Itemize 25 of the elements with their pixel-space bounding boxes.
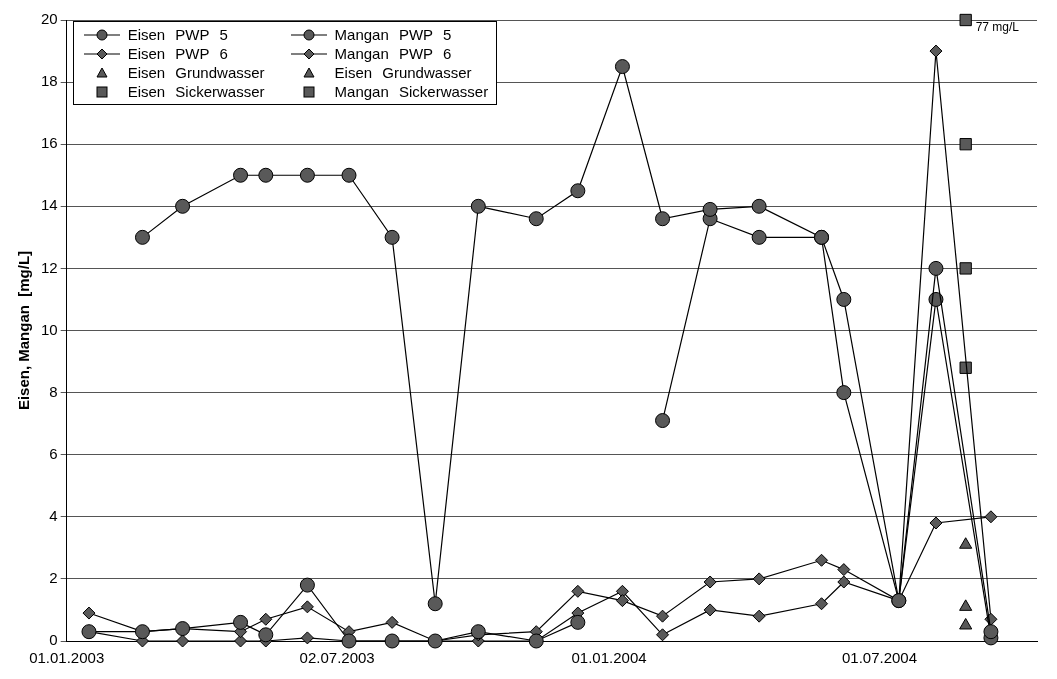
x-tick-label: 01.07.2004 (841, 649, 918, 667)
legend-label: Eisen Sickerwasser (127, 83, 265, 100)
legend-label: Eisen PWP 6 (127, 45, 228, 62)
legend-label: Mangan PWP 5 (334, 26, 452, 43)
annotation: 77 mg/L (975, 20, 1020, 35)
legend-label: Mangan PWP 6 (334, 45, 452, 62)
y-tick-label: 20 (41, 10, 58, 28)
legend-label: Eisen Grundwasser (334, 64, 472, 81)
x-tick-label: 01.01.2003 (29, 649, 105, 667)
y-tick-label: 0 (49, 631, 58, 649)
y-tick-label: 16 (41, 134, 58, 152)
y-tick-label: 14 (41, 196, 58, 214)
y-tick-label: 8 (49, 382, 58, 400)
legend-label: Mangan Sickerwasser (334, 83, 489, 100)
x-tick-label: 02.07.2003 (299, 649, 375, 667)
legend-label: Eisen Grundwasser (127, 64, 265, 81)
y-tick-label: 10 (41, 320, 58, 338)
y-tick-label: 4 (49, 506, 58, 524)
y-tick-label: 12 (41, 258, 58, 276)
y-tick-label: 18 (41, 72, 58, 90)
y-axis-title: Eisen, Mangan [mg/L] (15, 250, 33, 411)
y-tick-label: 6 (49, 444, 58, 462)
y-tick-label: 2 (49, 569, 58, 587)
legend-label: Eisen PWP 5 (127, 26, 228, 43)
x-tick-label: 01.01.2004 (571, 649, 647, 667)
